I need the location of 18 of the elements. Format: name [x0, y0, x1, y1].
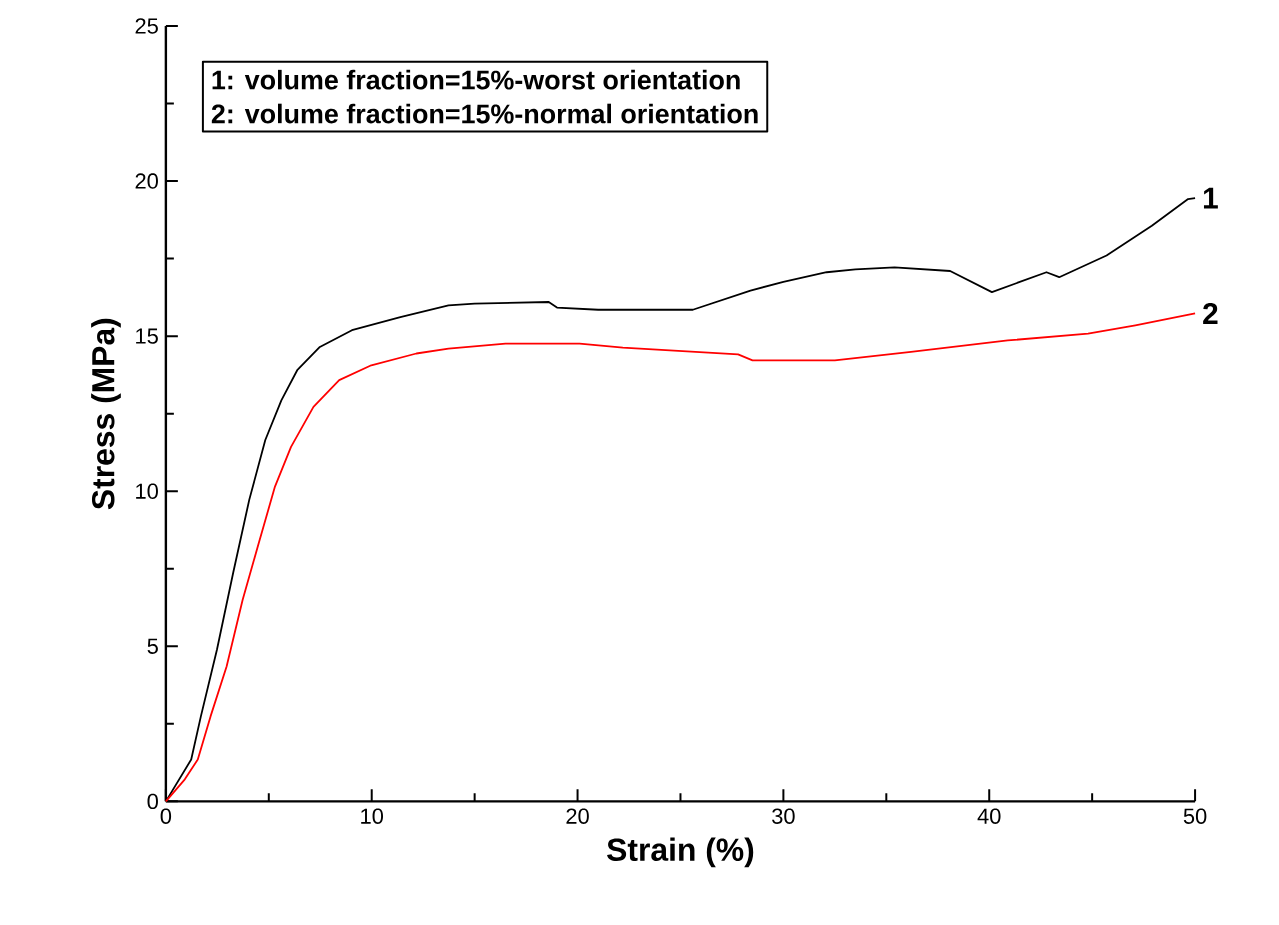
series-label: 1 — [1203, 187, 1218, 209]
y-tick-label: 25 — [135, 18, 158, 34]
y-axis-title: Stress (MPa) — [91, 318, 121, 510]
x-axis-title: Strain (%) — [607, 837, 754, 868]
x-tick-label: 40 — [977, 808, 1001, 824]
y-tick-label: 20 — [135, 173, 158, 189]
y-tick-label: 5 — [147, 638, 158, 654]
x-tick-label: 30 — [772, 808, 795, 824]
y-tick-label: 15 — [136, 328, 158, 344]
series-label: 2 — [1203, 302, 1218, 324]
y-tick-label: 0 — [147, 793, 158, 809]
y-tick-label: 10 — [136, 483, 158, 499]
x-tick-label: 10 — [361, 808, 384, 824]
x-tick-label: 20 — [566, 808, 589, 824]
x-tick-label: 0 — [160, 808, 172, 824]
annotation: 1: volume fraction=15%-worst orientation — [212, 69, 740, 90]
annotation: 2: volume fraction=15%-normal orientation — [211, 103, 758, 124]
x-tick-label: 50 — [1183, 808, 1207, 824]
